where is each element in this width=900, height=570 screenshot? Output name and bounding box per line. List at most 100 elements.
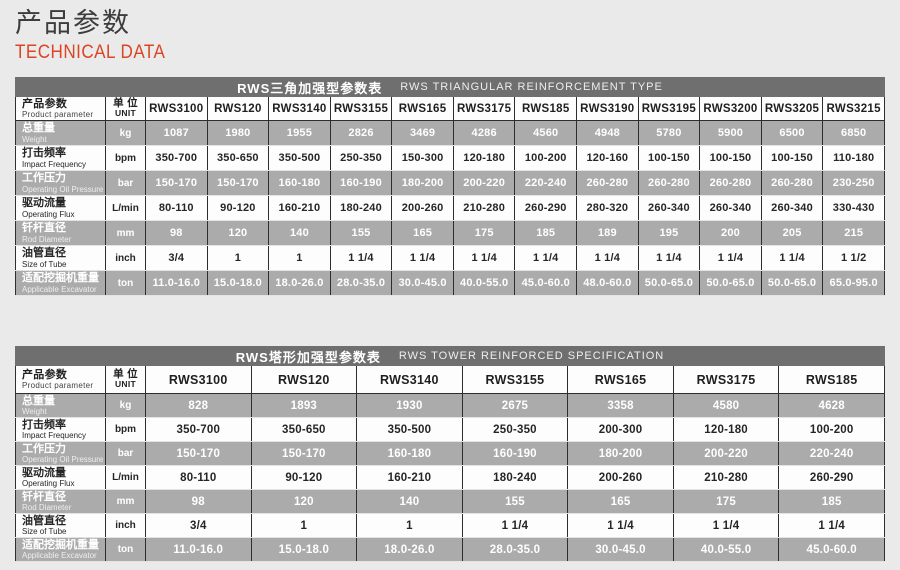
- spec-value: 180-200: [567, 441, 674, 467]
- spec-value: 1 1/4: [391, 245, 454, 272]
- spec-value: 210-280: [673, 465, 780, 491]
- spec-value: 28.0-35.0: [330, 270, 393, 297]
- spec-value: 260-280: [576, 170, 639, 197]
- spec-value: 205: [761, 220, 824, 247]
- spec-value: 50.0-65.0: [638, 270, 701, 297]
- spec-value: 350-700: [145, 417, 252, 443]
- spec-value: 1930: [356, 393, 463, 419]
- unit-cell: mm: [105, 489, 146, 515]
- spec-value: 350-700: [145, 145, 208, 172]
- spec-value: 1: [207, 245, 270, 272]
- corner-header: 产品参数 Product parameter: [15, 366, 106, 395]
- unit-header: 单 位 UNIT: [105, 366, 146, 395]
- spec-value: 15.0-18.0: [251, 537, 358, 563]
- spec-value: 2826: [330, 120, 393, 147]
- spec-value: 15.0-18.0: [207, 270, 270, 297]
- model-header: RWS120: [207, 97, 270, 122]
- spec-value: 140: [356, 489, 463, 515]
- table-title-zh: RWS三角加强型参数表: [237, 80, 383, 96]
- spec-value: 100-150: [761, 145, 824, 172]
- spec-table: 产品参数 Product parameter 单 位 UNIT RWS3100 RWS12…: [15, 97, 885, 297]
- spec-value: 330-430: [822, 195, 885, 222]
- spec-value: 185: [514, 220, 578, 247]
- spec-value: 65.0-95.0: [822, 270, 885, 297]
- spec-value: 220-240: [514, 170, 578, 197]
- spec-value: 160-190: [462, 441, 569, 467]
- model-header: RWS3155: [462, 366, 569, 395]
- model-header: RWS3155: [330, 97, 393, 122]
- spec-value: 230-250: [822, 170, 885, 197]
- unit-cell: kg: [105, 120, 146, 147]
- corner-header: 产品参数 Product parameter: [15, 97, 106, 122]
- row-label: 总重量 Weight: [15, 393, 106, 419]
- spec-value: 4628: [778, 393, 885, 419]
- spec-value: 11.0-16.0: [145, 537, 252, 563]
- spec-row: 钎杆直径 Rod Diameter mm 98 120 140 155 165 175 185: [15, 489, 885, 515]
- row-label: 工作压力 Operating Oil Pressure: [15, 170, 106, 197]
- spec-value: 98: [145, 489, 252, 515]
- spec-value: 200-300: [567, 417, 674, 443]
- spec-value: 100-200: [514, 145, 578, 172]
- spec-value: 120-180: [673, 417, 780, 443]
- spec-value: 160-180: [268, 170, 331, 197]
- spec-value: 150-170: [145, 170, 208, 197]
- row-label: 工作压力 Operating Oil Pressure: [15, 441, 106, 467]
- spec-value: 260-280: [761, 170, 824, 197]
- spec-value: 3358: [567, 393, 674, 419]
- spec-value: 2675: [462, 393, 569, 419]
- spec-value: 195: [638, 220, 701, 247]
- table-title-en: RWS TRIANGULAR REINFORCEMENT TYPE: [400, 81, 663, 94]
- spec-value: 1893: [251, 393, 358, 419]
- row-label: 油管直径 Size of Tube: [15, 245, 106, 272]
- table-title-en: RWS TOWER REINFORCED SPECIFICATION: [398, 350, 665, 363]
- spec-row: 油管直径 Size of Tube inch 3/4 1 1 1 1/4 1 1/4 1 1/4…: [15, 245, 885, 272]
- spec-row: 工作压力 Operating Oil Pressure bar 150-170 150-…: [15, 170, 885, 197]
- model-header: RWS3100: [145, 366, 252, 395]
- spec-value: 1: [356, 513, 463, 539]
- spec-value: 6850: [822, 120, 885, 147]
- spec-value: 260-340: [761, 195, 824, 222]
- spec-value: 1 1/4: [330, 245, 393, 272]
- spec-value: 5780: [638, 120, 701, 147]
- page-title: 产品参数: [15, 8, 131, 38]
- unit-cell: bpm: [105, 145, 146, 172]
- spec-value: 200-260: [391, 195, 454, 222]
- spec-value: 160-190: [330, 170, 393, 197]
- spec-value: 215: [822, 220, 885, 247]
- spec-value: 185: [778, 489, 885, 515]
- row-label: 钎杆直径 Rod Diameter: [15, 220, 106, 247]
- spec-value: 50.0-65.0: [761, 270, 824, 297]
- spec-value: 1 1/4: [567, 513, 674, 539]
- model-header: RWS165: [567, 366, 674, 395]
- spec-value: 250-350: [330, 145, 393, 172]
- spec-value: 100-150: [699, 145, 762, 172]
- spec-row: 钎杆直径 Rod Diameter mm 98 120 140 155 165 175 185 18…: [15, 220, 885, 247]
- spec-value: 220-240: [778, 441, 885, 467]
- table-title-bar: RWS塔形加强型参数表 RWS TOWER REINFORCED SPECIFI…: [15, 346, 885, 367]
- model-header: RWS3215: [822, 97, 885, 122]
- model-header: RWS3175: [673, 366, 780, 395]
- spec-value: 48.0-60.0: [576, 270, 639, 297]
- tower-spec-table: RWS塔形加强型参数表 RWS TOWER REINFORCED SPECIFI…: [15, 346, 885, 563]
- spec-value: 155: [330, 220, 393, 247]
- model-header: RWS165: [391, 97, 454, 122]
- spec-value: 4560: [514, 120, 578, 147]
- spec-row: 总重量 Weight kg 828 1893 1930 2675 3358 4580 4628: [15, 393, 885, 419]
- spec-value: 1 1/4: [462, 513, 569, 539]
- row-label: 油管直径 Size of Tube: [15, 513, 106, 539]
- spec-value: 98: [145, 220, 208, 247]
- spec-value: 1980: [207, 120, 270, 147]
- model-header: RWS3100: [145, 97, 208, 122]
- spec-row: 打击频率 Impact Frequency bpm 350-700 350-650 350…: [15, 417, 885, 443]
- spec-value: 1 1/4: [638, 245, 701, 272]
- spec-value: 180-240: [330, 195, 393, 222]
- spec-value: 1: [251, 513, 358, 539]
- spec-value: 18.0-26.0: [356, 537, 463, 563]
- spec-value: 1 1/4: [778, 513, 885, 539]
- model-header: RWS3140: [356, 366, 463, 395]
- spec-row: 适配挖掘机重量 Applicable Excavator ton 11.0-16.0 1…: [15, 270, 885, 297]
- spec-value: 150-300: [391, 145, 454, 172]
- spec-row: 驱动流量 Operating Flux L/min 80-110 90-120 160-2…: [15, 195, 885, 222]
- spec-value: 260-280: [638, 170, 701, 197]
